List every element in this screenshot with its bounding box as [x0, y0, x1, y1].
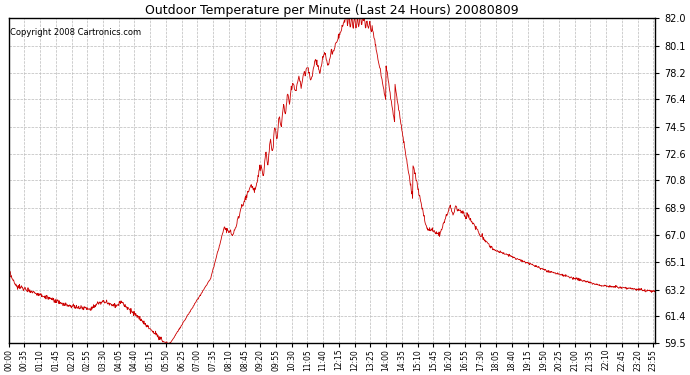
- Text: Copyright 2008 Cartronics.com: Copyright 2008 Cartronics.com: [10, 28, 141, 37]
- Title: Outdoor Temperature per Minute (Last 24 Hours) 20080809: Outdoor Temperature per Minute (Last 24 …: [145, 4, 519, 17]
